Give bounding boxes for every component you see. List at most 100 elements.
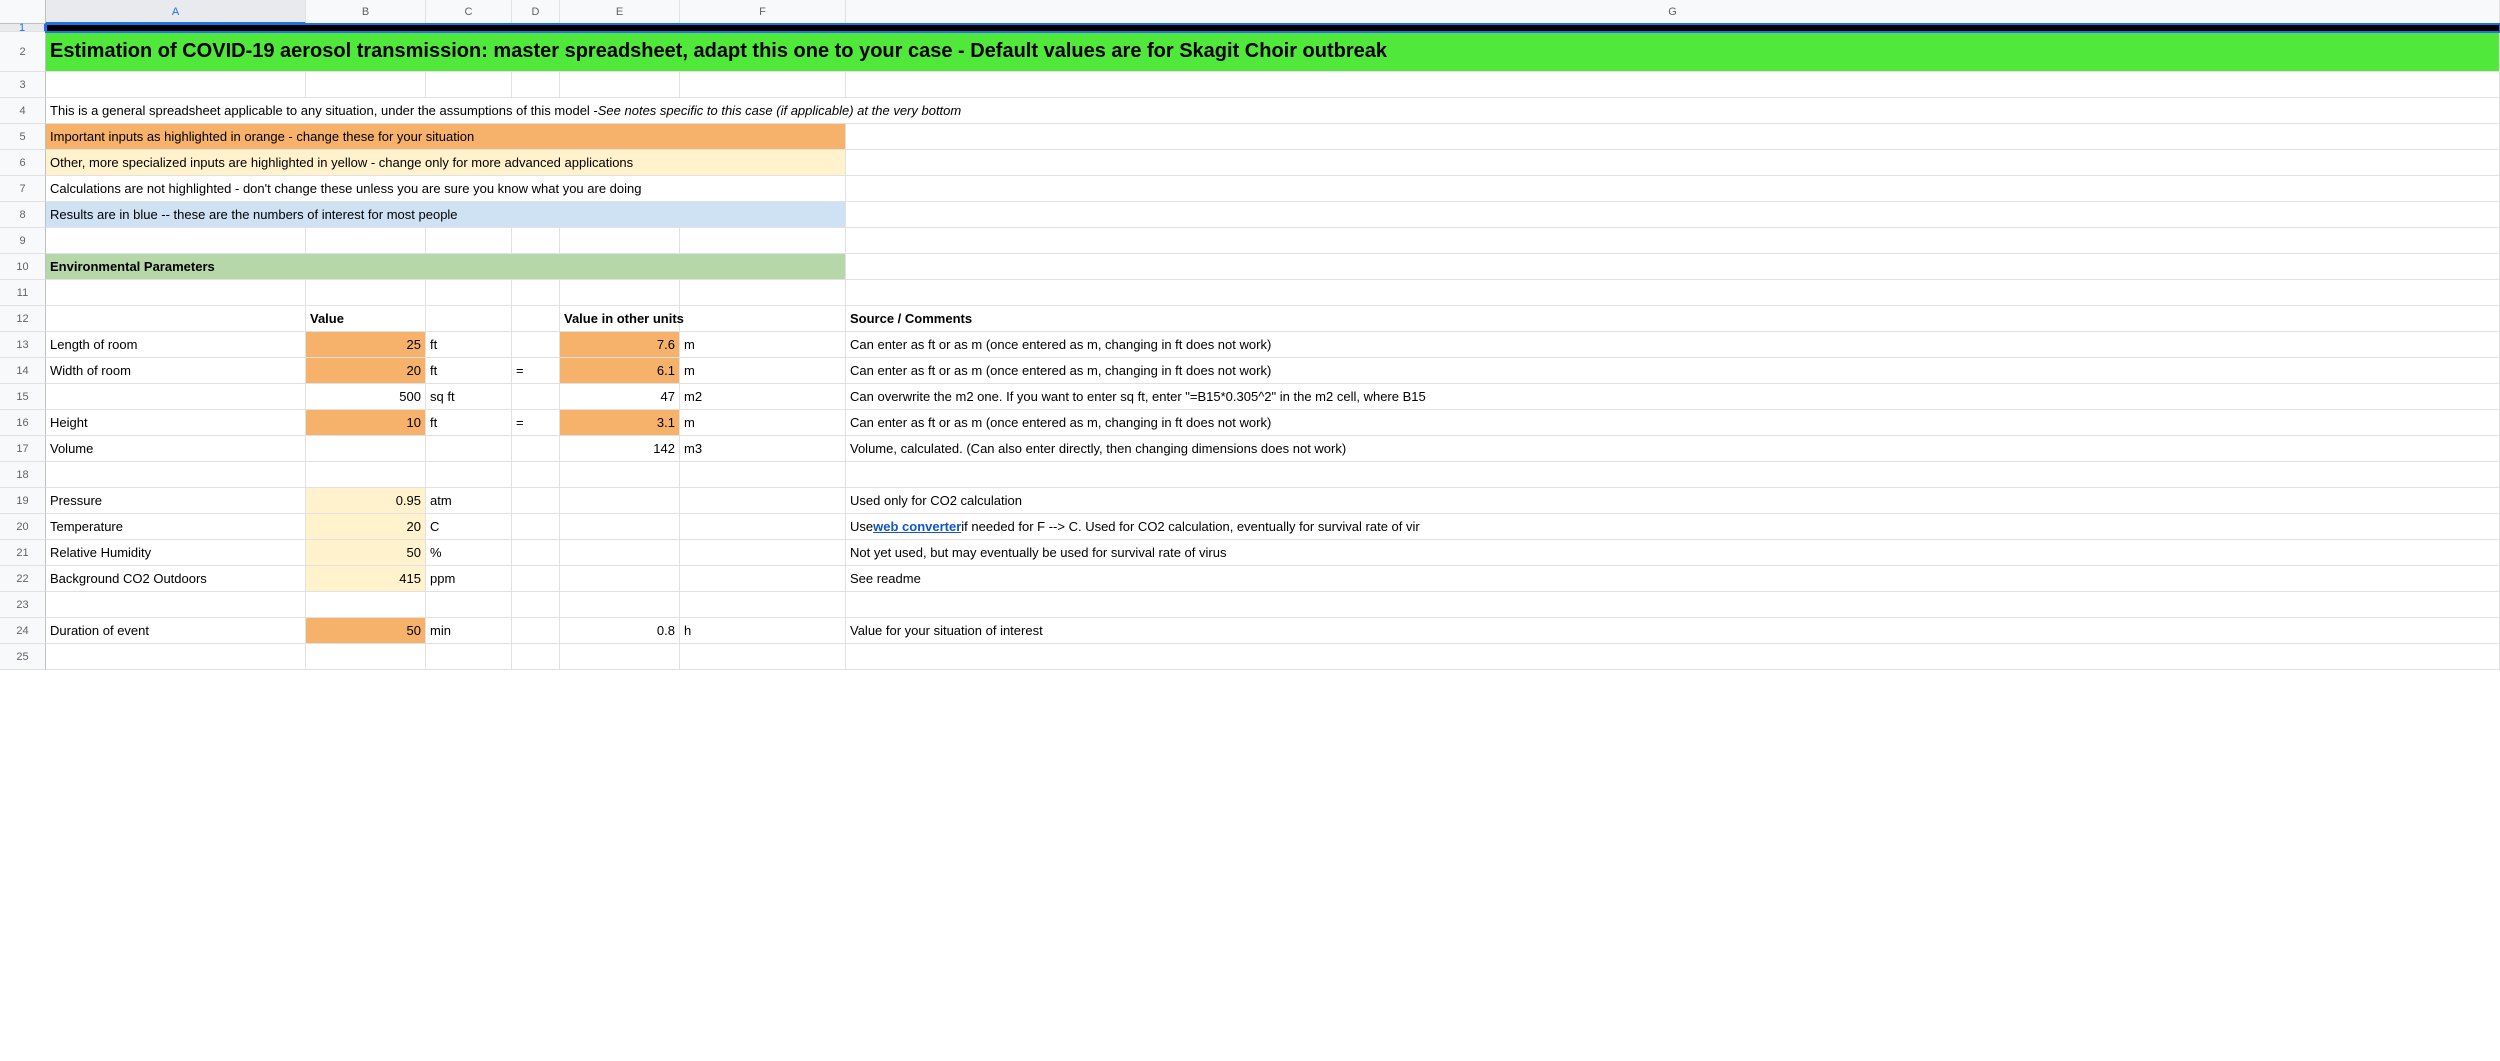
- eq-humidity[interactable]: [512, 540, 560, 566]
- row-header-15[interactable]: 15: [0, 384, 46, 410]
- cell-g7[interactable]: [846, 176, 2500, 202]
- eq-pressure[interactable]: [512, 488, 560, 514]
- val2-area[interactable]: 47: [560, 384, 680, 410]
- unit-length[interactable]: ft: [426, 332, 512, 358]
- cell-f9[interactable]: [680, 228, 846, 254]
- cell-c11[interactable]: [426, 280, 512, 306]
- cell-g5[interactable]: [846, 124, 2500, 150]
- cell-a1[interactable]: [46, 24, 2500, 32]
- cell-e25[interactable]: [560, 644, 680, 670]
- cell-g11[interactable]: [846, 280, 2500, 306]
- val-co2[interactable]: 415: [306, 566, 426, 592]
- cell-d9[interactable]: [512, 228, 560, 254]
- cell-b23[interactable]: [306, 592, 426, 618]
- comment-height[interactable]: Can enter as ft or as m (once entered as…: [846, 410, 2500, 436]
- cell-d23[interactable]: [512, 592, 560, 618]
- cell-g18[interactable]: [846, 462, 2500, 488]
- web-converter-link[interactable]: web converter: [873, 519, 961, 534]
- cell-a11[interactable]: [46, 280, 306, 306]
- select-all-corner[interactable]: [0, 0, 46, 24]
- comment-length[interactable]: Can enter as ft or as m (once entered as…: [846, 332, 2500, 358]
- unit2-duration[interactable]: h: [680, 618, 846, 644]
- cell-c12[interactable]: [426, 306, 512, 332]
- eq-duration[interactable]: [512, 618, 560, 644]
- cell-c18[interactable]: [426, 462, 512, 488]
- unit-temperature[interactable]: C: [426, 514, 512, 540]
- row-header-17[interactable]: 17: [0, 436, 46, 462]
- col-header-a[interactable]: A: [46, 0, 306, 24]
- label-humidity[interactable]: Relative Humidity: [46, 540, 306, 566]
- val2-height[interactable]: 3.1: [560, 410, 680, 436]
- cell-a4[interactable]: This is a general spreadsheet applicable…: [46, 98, 2500, 124]
- row-header-8[interactable]: 8: [0, 202, 46, 228]
- val2-co2[interactable]: [560, 566, 680, 592]
- cell-d12[interactable]: [512, 306, 560, 332]
- cell-a12[interactable]: [46, 306, 306, 332]
- cell-c23[interactable]: [426, 592, 512, 618]
- row-header-4[interactable]: 4: [0, 98, 46, 124]
- col-header-d[interactable]: D: [512, 0, 560, 24]
- val-height[interactable]: 10: [306, 410, 426, 436]
- cell-f3[interactable]: [680, 72, 846, 98]
- row-header-9[interactable]: 9: [0, 228, 46, 254]
- col-header-g[interactable]: G: [846, 0, 2500, 24]
- comment-co2[interactable]: See readme: [846, 566, 2500, 592]
- cell-g10[interactable]: [846, 254, 2500, 280]
- row-header-11[interactable]: 11: [0, 280, 46, 306]
- cell-d25[interactable]: [512, 644, 560, 670]
- row-header-7[interactable]: 7: [0, 176, 46, 202]
- val-volume[interactable]: [306, 436, 426, 462]
- row-header-20[interactable]: 20: [0, 514, 46, 540]
- row-header-25[interactable]: 25: [0, 644, 46, 670]
- eq-length[interactable]: [512, 332, 560, 358]
- header-value[interactable]: Value: [306, 306, 426, 332]
- row-header-19[interactable]: 19: [0, 488, 46, 514]
- eq-volume[interactable]: [512, 436, 560, 462]
- cell-a9[interactable]: [46, 228, 306, 254]
- comment-area[interactable]: Can overwrite the m2 one. If you want to…: [846, 384, 2500, 410]
- title-cell[interactable]: Estimation of COVID-19 aerosol transmiss…: [46, 32, 2500, 72]
- label-height[interactable]: Height: [46, 410, 306, 436]
- cell-g9[interactable]: [846, 228, 2500, 254]
- comment-duration[interactable]: Value for your situation of interest: [846, 618, 2500, 644]
- row-header-2[interactable]: 2: [0, 32, 46, 72]
- val-pressure[interactable]: 0.95: [306, 488, 426, 514]
- cell-b18[interactable]: [306, 462, 426, 488]
- cell-c9[interactable]: [426, 228, 512, 254]
- cell-e9[interactable]: [560, 228, 680, 254]
- row-header-21[interactable]: 21: [0, 540, 46, 566]
- unit-pressure[interactable]: atm: [426, 488, 512, 514]
- cell-g3[interactable]: [846, 72, 2500, 98]
- eq-temperature[interactable]: [512, 514, 560, 540]
- row-header-23[interactable]: 23: [0, 592, 46, 618]
- cell-g25[interactable]: [846, 644, 2500, 670]
- val-humidity[interactable]: 50: [306, 540, 426, 566]
- eq-co2[interactable]: [512, 566, 560, 592]
- cell-b25[interactable]: [306, 644, 426, 670]
- cell-a23[interactable]: [46, 592, 306, 618]
- comment-temperature[interactable]: Use web converter if needed for F --> C.…: [846, 514, 2500, 540]
- val-length[interactable]: 25: [306, 332, 426, 358]
- cell-g8[interactable]: [846, 202, 2500, 228]
- cell-e18[interactable]: [560, 462, 680, 488]
- row-header-18[interactable]: 18: [0, 462, 46, 488]
- row-header-14[interactable]: 14: [0, 358, 46, 384]
- col-header-e[interactable]: E: [560, 0, 680, 24]
- cell-d3[interactable]: [512, 72, 560, 98]
- yellow-note[interactable]: Other, more specialized inputs are highl…: [46, 150, 846, 176]
- cell-e23[interactable]: [560, 592, 680, 618]
- header-value-other[interactable]: Value in other units: [560, 306, 680, 332]
- comment-humidity[interactable]: Not yet used, but may eventually be used…: [846, 540, 2500, 566]
- col-header-c[interactable]: C: [426, 0, 512, 24]
- cell-g6[interactable]: [846, 150, 2500, 176]
- cell-d18[interactable]: [512, 462, 560, 488]
- cell-b9[interactable]: [306, 228, 426, 254]
- row-header-5[interactable]: 5: [0, 124, 46, 150]
- cell-b3[interactable]: [306, 72, 426, 98]
- unit2-length[interactable]: m: [680, 332, 846, 358]
- header-source[interactable]: Source / Comments: [846, 306, 2500, 332]
- unit-co2[interactable]: ppm: [426, 566, 512, 592]
- label-pressure[interactable]: Pressure: [46, 488, 306, 514]
- unit-height[interactable]: ft: [426, 410, 512, 436]
- cell-g23[interactable]: [846, 592, 2500, 618]
